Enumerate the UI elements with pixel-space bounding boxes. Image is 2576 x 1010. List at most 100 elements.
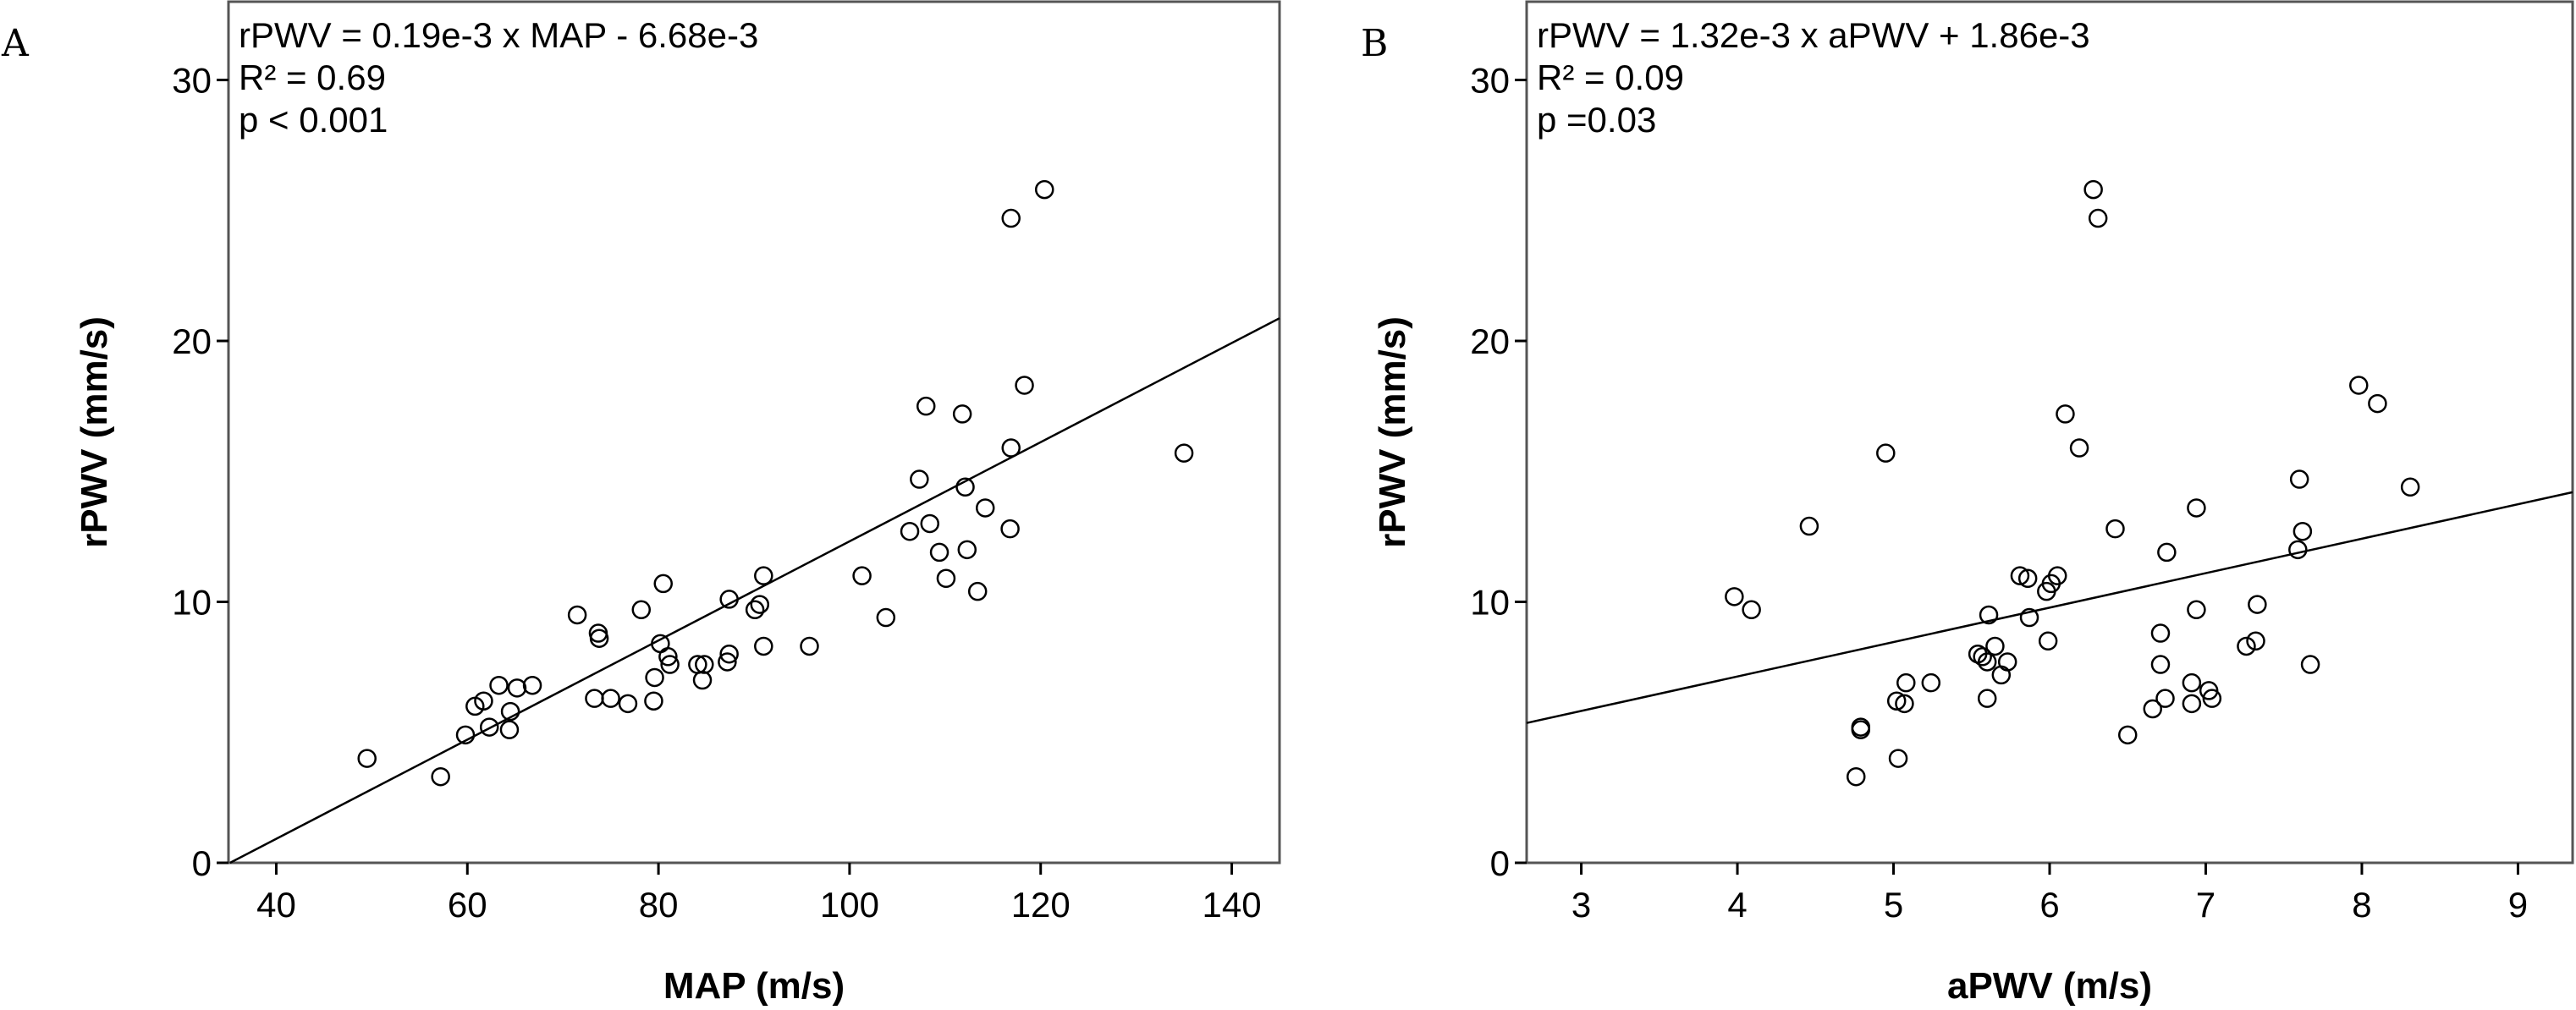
panel-a-data-points: [357, 179, 1194, 787]
panel-b-data-point: [2155, 689, 2175, 708]
panel-a-data-point: [754, 566, 773, 585]
panel-b-y-tick-label: 0: [1490, 843, 1510, 883]
panel-a-r-squared: R² = 0.69: [239, 58, 386, 97]
panel-b-data-point: [2182, 672, 2202, 693]
panel-a-data-point: [645, 667, 664, 688]
panel-b-data-point: [2289, 469, 2309, 489]
panel-b-data-point: [2150, 623, 2171, 643]
panel-b-data-point: [2056, 404, 2075, 424]
panel-b-p-value: p =0.03: [1537, 100, 1656, 140]
panel-a-data-point: [929, 542, 949, 563]
panel-b-data-point: [2038, 631, 2058, 651]
panel-b-data-point: [2300, 655, 2320, 674]
panel-b-y-tick-label: 30: [1470, 61, 1510, 101]
panel-b-y-tick-label: 20: [1470, 321, 1510, 361]
panel-a-data-point: [522, 675, 542, 695]
panel-a-data-point: [955, 477, 975, 497]
panel-a-data-point: [589, 629, 609, 648]
panel-b-data-point: [1896, 672, 1916, 693]
panel-b-x-tick-label: 5: [1884, 885, 1903, 925]
panel-a-y-tick-label: 30: [172, 61, 212, 101]
panel-b-data-point: [2088, 208, 2108, 228]
panel-a-data-point: [920, 513, 940, 534]
panel-a-data-point: [745, 600, 765, 620]
panel-b-data-point: [1851, 720, 1871, 739]
panel-a-data-point: [1174, 443, 1194, 463]
panel-b-data-point: [1742, 600, 1761, 620]
panel-a-x-tick-label: 40: [256, 885, 296, 925]
panel-a-data-point: [718, 652, 737, 672]
panel-a-data-point: [910, 469, 929, 489]
panel-a-data-point: [719, 644, 739, 664]
panel-a-data-point: [431, 766, 450, 787]
panel-a-data-point: [975, 498, 995, 518]
panel-a-p-value: p < 0.001: [239, 100, 388, 140]
panel-b-data-point: [2105, 519, 2125, 539]
panel-b-y-tick-label: 10: [1470, 583, 1510, 623]
panel-b-x-tick-label: 3: [1571, 885, 1591, 925]
panel-b-data-point: [2117, 725, 2138, 745]
panel-a-data-point: [601, 689, 620, 708]
panel-a-data-point: [585, 689, 604, 708]
panel-b-r-squared: R² = 0.09: [1537, 58, 1684, 97]
panel-b-data-point: [1876, 443, 1896, 463]
panel-b-data-point: [1799, 516, 1819, 536]
panel-a-y-axis-title: rPWV (mm/s): [74, 316, 115, 548]
panel-b-data-point: [2202, 689, 2222, 708]
panel-a-letter: A: [1, 22, 30, 65]
panel-a-data-point: [658, 647, 678, 667]
panel-b-data-point: [1985, 636, 2005, 656]
panel-a-data-point: [800, 636, 819, 656]
panel-b-data-point: [2187, 600, 2206, 620]
panel-b-data-point: [1973, 647, 1992, 667]
panel-a-data-point: [357, 749, 377, 768]
panel-b: B 0 10 20 30 3 4 5 6 7 8 9 aPWV (m/s) rP…: [1361, 0, 2574, 1007]
panel-b-data-point: [1921, 672, 1941, 693]
panel-b-data-point: [1846, 766, 1866, 787]
panel-a-y-tick-label: 10: [172, 583, 212, 623]
panel-a-data-point: [500, 701, 520, 722]
panel-b-data-point: [1886, 691, 1907, 711]
panel-b-x-tick-label: 7: [2196, 885, 2215, 925]
panel-a-data-point: [489, 675, 509, 695]
panel-a-regression-line: [229, 317, 1280, 865]
panel-b-x-tick-label: 4: [1727, 885, 1747, 925]
panel-a-data-point: [618, 694, 638, 714]
panel-b-data-point: [2349, 376, 2369, 395]
panel-b-data-point: [2069, 438, 2089, 458]
panel-b-data-point: [2157, 542, 2177, 563]
panel-b-data-point: [2248, 595, 2267, 614]
panel-a-x-tick-label: 80: [639, 885, 679, 925]
panel-b-data-point: [2010, 566, 2030, 585]
panel-b-plot-frame: [1525, 0, 2574, 865]
panel-a-data-point: [474, 691, 493, 711]
panel-a-x-axis-title: MAP (m/s): [663, 965, 845, 1007]
panel-a-plot-frame: [227, 0, 1281, 865]
panel-a-x-tick-label: 60: [448, 885, 487, 925]
panel-b-data-point: [1977, 689, 1997, 708]
panel-a: A 0 10 20 30 40 60 80 100 120 140 MAP (m…: [1, 0, 1281, 1007]
panel-b-data-point: [2047, 566, 2067, 585]
panel-b-letter: B: [1361, 22, 1388, 65]
panel-a-y-tick-label: 20: [172, 321, 212, 361]
panel-b-data-point: [1979, 605, 1999, 625]
panel-a-data-point: [1001, 438, 1021, 458]
panel-a-equation: rPWV = 0.19e-3 x MAP - 6.68e-3: [239, 15, 758, 55]
panel-b-data-point: [2368, 393, 2387, 414]
panel-a-data-point: [900, 521, 920, 541]
panel-a-data-point: [660, 655, 680, 674]
panel-a-data-point: [1015, 376, 1034, 395]
panel-a-data-point: [479, 717, 499, 737]
panel-a-data-point: [653, 574, 673, 594]
panel-a-data-point: [916, 396, 936, 416]
panel-b-regression-line: [1526, 491, 2573, 724]
panel-a-x-tick-label: 120: [1011, 885, 1071, 925]
panel-a-data-point: [852, 566, 872, 585]
panel-a-data-point: [507, 678, 527, 698]
panel-b-x-axis-title: aPWV (m/s): [1947, 965, 2152, 1007]
panel-a-data-point: [719, 590, 739, 609]
panel-a-x-tick-label: 100: [820, 885, 879, 925]
panel-a-data-point: [750, 595, 770, 614]
panel-b-data-point: [1725, 587, 1744, 607]
